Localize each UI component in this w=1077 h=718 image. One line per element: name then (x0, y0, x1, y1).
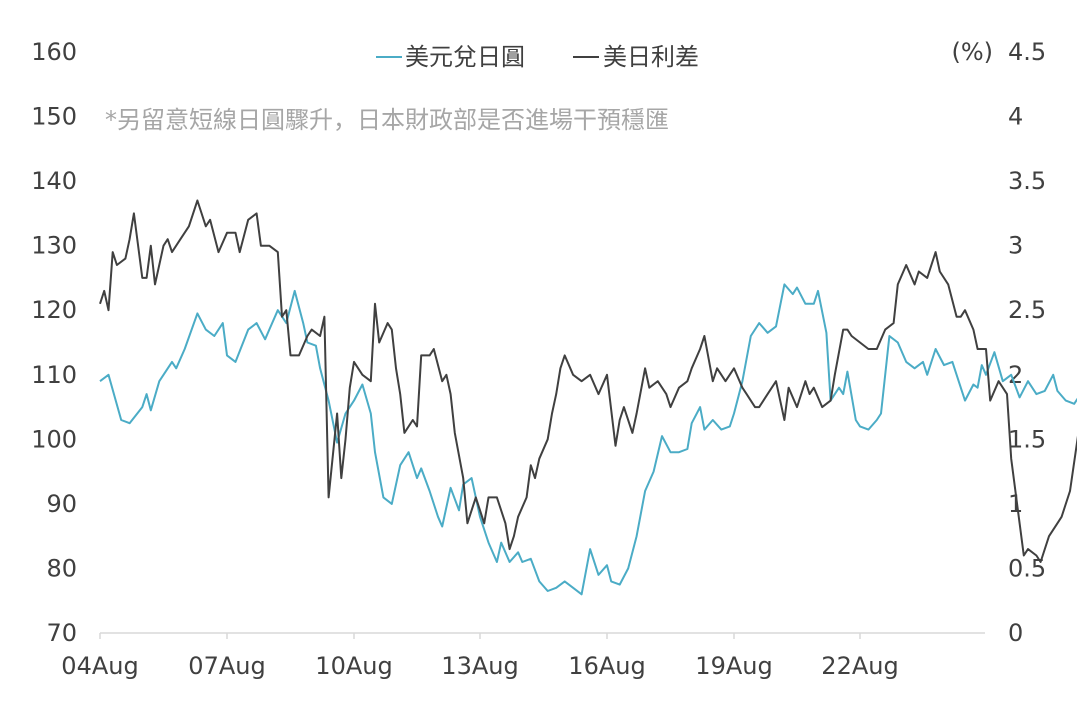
y-left-tick-label: 110 (31, 361, 77, 389)
series-line (99, 199, 1077, 563)
y-left-tick-label: 140 (31, 167, 77, 195)
annotation-note: *另留意短線日圓驟升，日本財政部是否進場干預穩匯 (105, 106, 669, 134)
x-tick-label: 07Aug (188, 652, 265, 680)
y-right-tick-label: 0 (1008, 619, 1023, 647)
y-right-tick-label: 1.5 (1008, 425, 1046, 453)
legend-label: 美元兌日圓 (405, 43, 525, 71)
y-left-tick-label: 80 (46, 554, 77, 582)
series-line (99, 283, 1077, 596)
y-left-tick-label: 130 (31, 232, 77, 260)
y-right-tick-label: 4 (1008, 103, 1023, 131)
y-right-tick-label: 3.5 (1008, 167, 1046, 195)
y-right-tick-label: 0.5 (1008, 554, 1046, 582)
y-right-tick-label: 3 (1008, 232, 1023, 260)
y-left-tick-label: 120 (31, 296, 77, 324)
legend-label: 美日利差 (603, 43, 699, 71)
y-left-tick-label: 150 (31, 103, 77, 131)
y-right-tick-label: 4.5 (1008, 38, 1046, 66)
x-tick-label: 04Aug (61, 652, 138, 680)
y-left-tick-label: 100 (31, 425, 77, 453)
y-right-tick-label: 2 (1008, 361, 1023, 389)
x-tick-label: 16Aug (568, 652, 645, 680)
y-left-tick-label: 70 (46, 619, 77, 647)
x-tick-label: 19Aug (695, 652, 772, 680)
y-left-tick-label: 90 (46, 490, 77, 518)
x-tick-label: 13Aug (441, 652, 518, 680)
x-tick-label: 22Aug (821, 652, 898, 680)
axes: 04Aug 07Aug 10Aug 13Aug 16Aug 19Aug 22Aug 160 15… (31, 38, 1046, 680)
legend: 美元兌日圓 美日利差 (376, 43, 699, 71)
x-tick-label: 10Aug (315, 652, 392, 680)
y-left-tick-label: 160 (31, 38, 77, 66)
y-right-tick-label: 1 (1008, 490, 1023, 518)
y-right-tick-label: 2.5 (1008, 296, 1046, 324)
y-right-unit-label: (%) (951, 38, 993, 66)
series-layer (99, 199, 1077, 596)
